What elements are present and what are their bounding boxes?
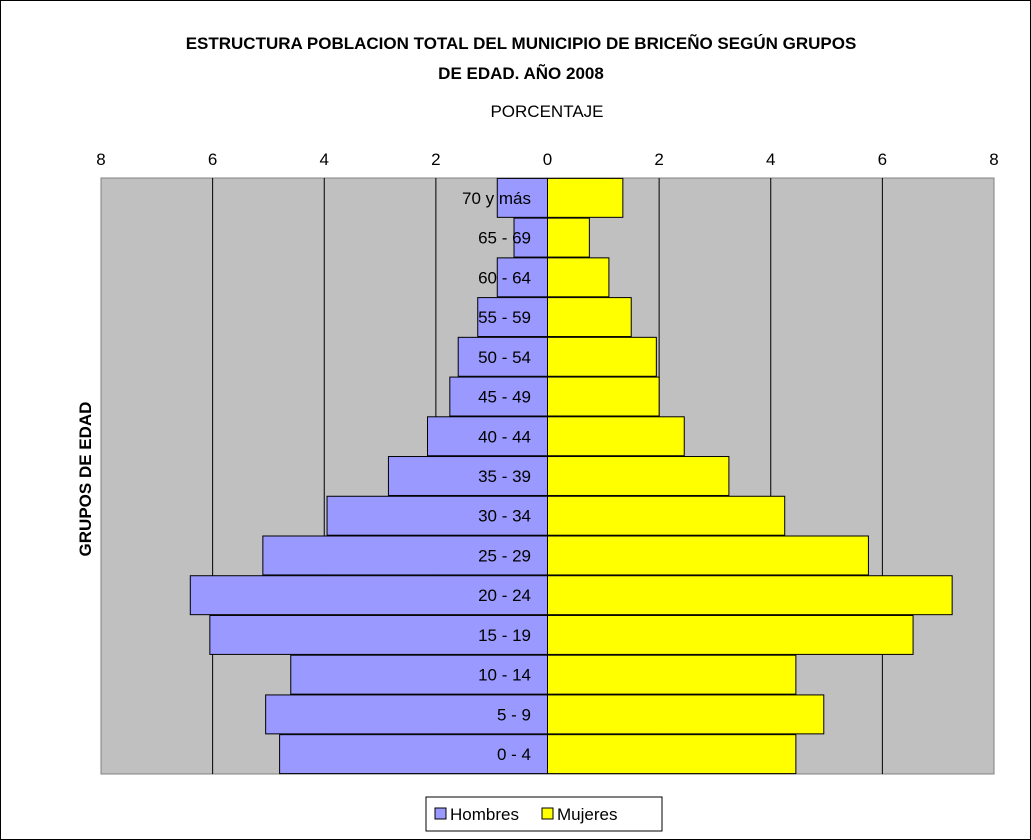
category-label-7: 35 - 39 [478,467,531,486]
legend-label-mujeres: Mujeres [557,805,617,824]
category-label-2: 60 - 64 [478,268,531,287]
bar-mujeres-0 [547,177,624,218]
bar-mujeres-7 [547,456,730,496]
bar-mujeres-5 [547,376,660,417]
bar-hombres-1 [513,217,549,258]
category-label-6: 40 - 44 [478,427,531,446]
category-label-14: 0 - 4 [497,745,531,764]
x-tick-label-0: 8 [96,150,105,169]
x-tick-label-7: 6 [878,150,887,169]
category-label-0: 70 y más [462,189,531,208]
x-axis-ticks: 8 6 4 2 0 2 4 6 8 [96,150,998,169]
chart-title-line-2: DE EDAD. AÑO 2008 [438,63,604,83]
plot-area [100,177,995,775]
legend-label-hombres: Hombres [450,805,519,824]
bar-mujeres-6 [547,416,685,457]
x-tick-label-6: 4 [766,150,775,169]
category-label-11: 15 - 19 [478,626,531,645]
x-tick-label-1: 6 [208,150,217,169]
category-label-3: 55 - 59 [478,308,531,327]
bar-mujeres-4 [547,336,657,377]
bar-hombres-7 [387,456,549,496]
bar-hombres-13 [265,694,548,735]
bar-mujeres-10 [547,575,953,616]
bar-mujeres-3 [547,297,632,338]
y-axis-label: GRUPOS DE EDAD [76,402,95,557]
bar-hombres-11 [209,614,548,655]
bar-hombres-4 [457,336,549,377]
bar-hombres-12 [290,654,548,695]
legend-swatch-mujeres [541,807,554,820]
bar-hombres-14 [279,734,548,775]
category-label-4: 50 - 54 [478,348,531,367]
category-label-5: 45 - 49 [478,388,531,407]
bar-mujeres-1 [547,217,590,258]
category-labels: 70 y más 65 - 69 60 - 64 55 - 59 50 - 54 45 -… [462,189,531,764]
x-tick-label-2: 4 [320,150,329,169]
x-tick-label-4: 0 [543,150,552,169]
x-tick-label-5: 2 [654,150,663,169]
bar-mujeres-9 [547,535,869,576]
category-label-13: 5 - 9 [497,705,531,724]
bar-hombres-2 [496,257,548,298]
bar-hombres-9 [262,535,548,576]
category-label-1: 65 - 69 [478,229,531,248]
category-label-10: 20 - 24 [478,586,531,605]
legend-swatch-hombres [434,807,447,820]
bar-mujeres-12 [547,654,797,695]
legend: Hombres Mujeres [425,796,663,832]
bar-mujeres-14 [547,734,797,775]
bar-mujeres-11 [547,614,914,655]
category-label-9: 25 - 29 [478,546,531,565]
x-tick-label-3: 2 [431,150,440,169]
bar-mujeres-8 [547,495,786,536]
bar-hombres-3 [477,297,548,338]
category-label-8: 30 - 34 [478,507,531,526]
bar-mujeres-2 [547,257,610,298]
chart-title-line-1: ESTRUCTURA POBLACION TOTAL DEL MUNICIPIO… [186,33,857,53]
chart-subtitle: PORCENTAJE [490,102,603,121]
bar-mujeres-13 [547,694,825,735]
bar-hombres-10 [189,575,549,616]
bar-hombres-0 [496,177,548,218]
x-tick-label-8: 8 [989,150,998,169]
category-label-12: 10 - 14 [478,666,531,685]
